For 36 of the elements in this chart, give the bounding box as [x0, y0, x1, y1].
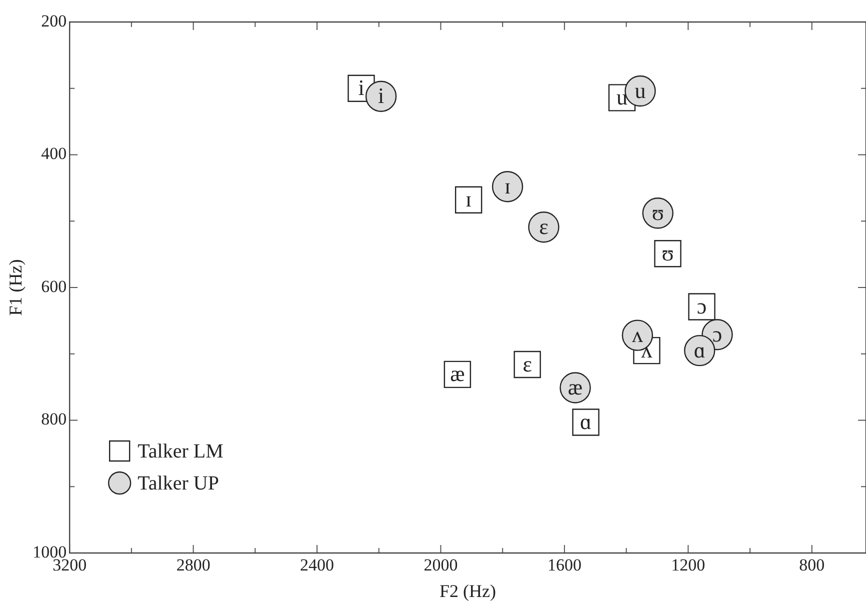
legend-label: Talker UP — [138, 472, 219, 494]
data-label: i — [358, 75, 364, 100]
y-tick-label: 600 — [41, 276, 67, 296]
legend-label: Talker LM — [138, 440, 224, 462]
y-tick-label: 400 — [41, 144, 67, 164]
x-tick-label: 800 — [799, 556, 825, 575]
data-label: i — [378, 83, 384, 108]
point — [528, 212, 560, 243]
point — [454, 186, 482, 214]
x-tick-label: 1200 — [671, 556, 706, 575]
data-label: æ — [450, 361, 465, 386]
point — [492, 171, 524, 202]
data-label: u — [634, 78, 646, 103]
data-label: æ — [568, 374, 583, 400]
data-label: ɔ — [712, 321, 722, 346]
data-label: ʊ — [662, 240, 674, 266]
data-label: ɛ — [522, 351, 532, 376]
x-tick-label: 1600 — [547, 556, 582, 575]
data-label: ɔ — [696, 294, 707, 319]
data-label: ɪ — [466, 186, 472, 212]
data-label: ʌ — [632, 322, 643, 348]
x-tick-label: 2000 — [424, 556, 458, 575]
x-tick-label: 2800 — [176, 556, 210, 575]
data-label: ɑ — [580, 409, 592, 434]
data-label: ʌ — [641, 337, 652, 362]
data-label: ɪ — [504, 173, 511, 198]
data-label: ʊ — [652, 200, 664, 225]
data-label: u — [616, 84, 628, 110]
y-tick-label: 200 — [41, 11, 67, 30]
data-label: ɑ — [694, 337, 706, 362]
point — [365, 80, 397, 112]
x-tick-label: 2400 — [300, 556, 334, 575]
data-label: ɛ — [539, 214, 548, 239]
y-tick-label: 800 — [41, 410, 67, 429]
y-axis-title: F1 (Hz) — [6, 259, 26, 316]
x-axis-title: F2 (Hz) — [440, 580, 496, 601]
